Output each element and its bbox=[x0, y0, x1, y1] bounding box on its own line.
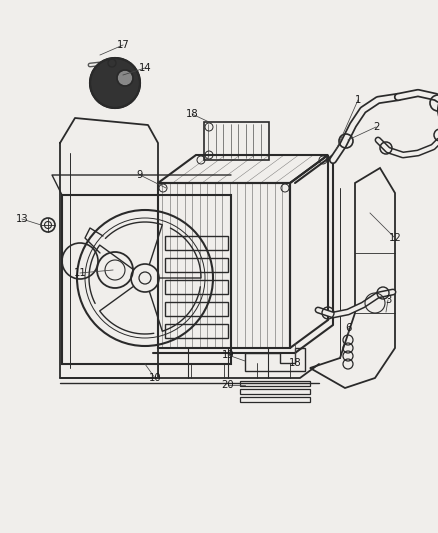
Text: 9: 9 bbox=[137, 170, 143, 180]
Text: 13: 13 bbox=[16, 214, 28, 224]
Text: 14: 14 bbox=[139, 63, 151, 73]
Text: 12: 12 bbox=[389, 233, 401, 243]
Text: 18: 18 bbox=[289, 358, 301, 368]
Circle shape bbox=[117, 70, 133, 86]
Text: 1: 1 bbox=[355, 95, 361, 105]
Text: 6: 6 bbox=[345, 323, 351, 333]
Text: 18: 18 bbox=[186, 109, 198, 119]
Text: 20: 20 bbox=[222, 380, 234, 390]
Text: 11: 11 bbox=[74, 268, 86, 278]
Circle shape bbox=[90, 58, 140, 108]
Text: 17: 17 bbox=[117, 40, 129, 50]
Text: 19: 19 bbox=[222, 350, 234, 360]
Text: 3: 3 bbox=[385, 295, 391, 305]
Text: 10: 10 bbox=[148, 373, 161, 383]
Text: 2: 2 bbox=[373, 122, 379, 132]
